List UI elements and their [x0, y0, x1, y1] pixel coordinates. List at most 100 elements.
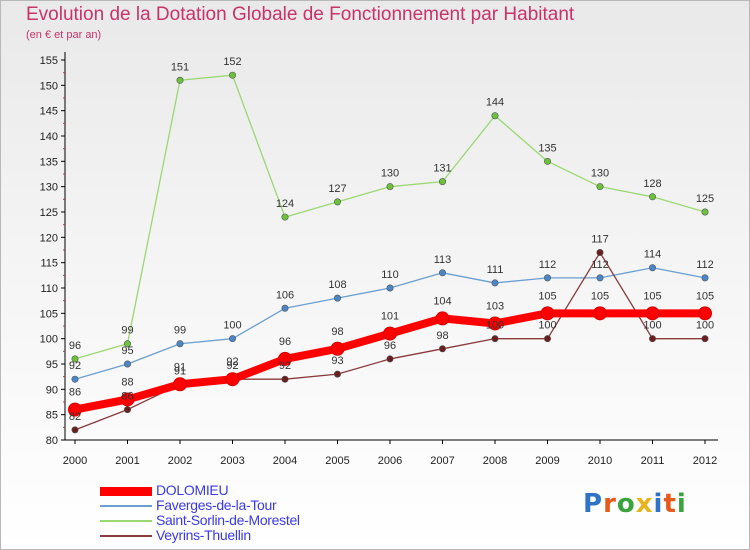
data-point	[593, 306, 607, 321]
data-point	[435, 311, 450, 326]
data-point	[383, 326, 397, 341]
x-tick-label: 2010	[588, 455, 612, 467]
data-label: 105	[696, 290, 714, 302]
data-label: 92	[69, 360, 81, 372]
data-label: 105	[643, 290, 661, 302]
y-tick-label: 130	[40, 182, 58, 194]
legend-label: Saint-Sorlin-de-Morestel	[156, 512, 300, 528]
y-tick-label: 140	[40, 131, 58, 143]
data-point	[488, 316, 502, 331]
data-label: 127	[328, 183, 346, 195]
data-label: 91	[174, 365, 186, 377]
data-point	[648, 193, 656, 201]
data-point	[176, 76, 184, 84]
data-label: 112	[696, 259, 714, 271]
data-point	[543, 335, 551, 343]
data-label: 111	[487, 264, 504, 276]
data-point	[68, 402, 82, 417]
x-tick-label: 2002	[168, 455, 192, 467]
logo-letter: r	[603, 489, 617, 519]
logo-letter: o	[616, 489, 636, 519]
data-label: 104	[433, 295, 451, 307]
data-label: 96	[279, 336, 291, 348]
x-tick-label: 2005	[325, 455, 349, 467]
data-point	[124, 340, 132, 348]
data-point	[596, 274, 604, 282]
data-label: 92	[279, 360, 291, 372]
x-tick-label: 2003	[220, 455, 244, 467]
y-tick-label: 135	[40, 156, 58, 168]
data-point	[71, 426, 79, 434]
data-label: 105	[591, 290, 609, 302]
y-tick-label: 105	[40, 308, 58, 320]
data-point	[229, 335, 237, 343]
data-point	[71, 375, 79, 383]
y-tick-label: 145	[40, 106, 58, 118]
x-tick-label: 2008	[483, 455, 507, 467]
data-label: 135	[538, 142, 556, 154]
data-label: 125	[696, 193, 714, 205]
data-label: 114	[644, 249, 662, 261]
data-label: 101	[381, 311, 399, 323]
data-label: 96	[384, 340, 396, 352]
proxiti-logo: Proxiti	[583, 489, 687, 519]
data-label: 128	[643, 178, 661, 190]
data-label: 112	[539, 259, 557, 271]
x-tick-label: 2001	[115, 455, 139, 467]
data-point	[281, 213, 289, 221]
data-point	[648, 335, 656, 343]
data-label: 113	[434, 254, 452, 266]
data-point	[491, 335, 499, 343]
data-label: 131	[433, 163, 451, 175]
data-label: 151	[171, 61, 189, 73]
data-point	[333, 370, 341, 378]
data-point	[540, 306, 555, 321]
data-point	[333, 294, 341, 302]
data-point	[491, 279, 499, 287]
data-point	[386, 355, 394, 363]
y-tick-label: 110	[40, 283, 58, 295]
logo-letter: P	[583, 489, 604, 519]
data-point	[648, 264, 656, 272]
data-point	[229, 71, 237, 79]
data-label: 103	[486, 300, 504, 312]
data-label: 99	[174, 325, 186, 337]
chart-subtitle: (en € et par an)	[26, 29, 102, 41]
data-label: 93	[331, 355, 343, 367]
data-point	[701, 274, 709, 282]
data-label: 100	[643, 320, 661, 332]
logo-letter: i	[676, 489, 687, 519]
data-point	[491, 112, 499, 120]
legend-swatch	[100, 520, 152, 522]
data-label: 130	[381, 168, 399, 180]
data-point	[701, 335, 709, 343]
data-label: 152	[223, 56, 241, 68]
data-label: 100	[696, 320, 714, 332]
data-label: 86	[121, 391, 133, 403]
data-point	[71, 355, 79, 363]
data-label: 106	[276, 289, 294, 301]
data-point	[333, 198, 341, 206]
x-tick-label: 2004	[273, 455, 297, 467]
y-tick-label: 95	[46, 359, 58, 371]
chart-series	[68, 71, 712, 434]
data-label: 92	[226, 356, 238, 368]
x-tick-label: 2012	[693, 455, 717, 467]
data-label: 144	[486, 97, 504, 109]
data-label: 95	[121, 345, 133, 357]
data-point	[225, 372, 240, 387]
data-point	[438, 178, 446, 186]
x-tick-label: 2011	[641, 455, 665, 467]
y-tick-label: 100	[40, 334, 58, 346]
data-point	[438, 269, 446, 277]
data-label: 100	[486, 320, 504, 332]
data-label: 96	[69, 340, 81, 352]
data-label: 100	[223, 320, 241, 332]
data-point	[701, 208, 709, 216]
y-tick-label: 90	[46, 384, 58, 396]
data-point	[438, 345, 446, 353]
y-tick-label: 155	[40, 55, 58, 67]
y-tick-label: 120	[40, 232, 58, 244]
data-point	[386, 284, 394, 292]
data-label: 100	[538, 320, 556, 332]
